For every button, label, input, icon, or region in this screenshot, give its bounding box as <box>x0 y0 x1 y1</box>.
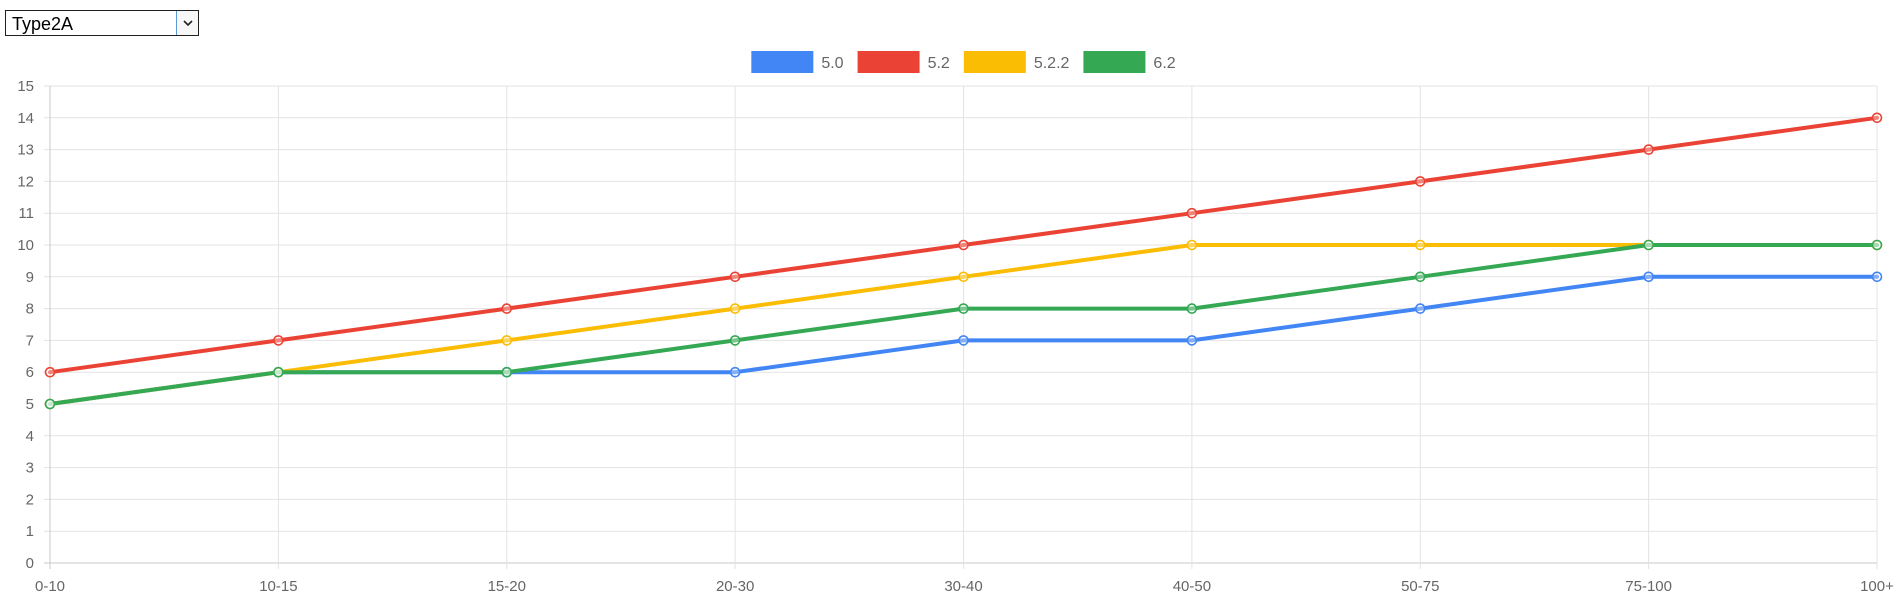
legend-swatch[interactable] <box>857 51 920 73</box>
series-line-5-2 <box>48 115 1879 375</box>
series-line-6-2 <box>48 243 1879 406</box>
data-point[interactable] <box>44 366 56 378</box>
data-point[interactable] <box>958 239 969 251</box>
data-point[interactable] <box>1414 271 1426 283</box>
legend-swatch[interactable] <box>1083 51 1146 73</box>
data-point[interactable] <box>273 335 284 346</box>
x-tick-label: 20-30 <box>716 578 754 595</box>
y-tick-label: 6 <box>26 364 34 381</box>
y-tick-label: 15 <box>17 78 34 95</box>
legend-label[interactable]: 5.2 <box>928 55 950 72</box>
x-tick-label: 50-75 <box>1401 578 1439 595</box>
type-select-value: Type2A <box>12 14 74 34</box>
data-point[interactable] <box>729 335 741 346</box>
y-tick-label: 4 <box>26 428 34 445</box>
data-point[interactable] <box>729 271 741 283</box>
y-tick-label: 1 <box>26 523 34 540</box>
x-tick-label: 10-15 <box>259 578 297 595</box>
data-point[interactable] <box>958 271 969 283</box>
x-tick-label: 30-40 <box>944 578 982 595</box>
data-point[interactable] <box>1414 239 1426 251</box>
x-tick-label: 75-100 <box>1625 578 1672 595</box>
y-tick-label: 8 <box>26 301 34 318</box>
data-point[interactable] <box>1643 144 1654 155</box>
series-line-5-2-2 <box>48 243 1879 406</box>
x-tick-label: 100+ <box>1860 578 1894 595</box>
data-point[interactable] <box>958 335 969 346</box>
chevron-down-icon[interactable] <box>176 11 198 35</box>
y-tick-label: 7 <box>26 332 34 349</box>
legend-swatch[interactable] <box>963 51 1026 73</box>
data-point[interactable] <box>1414 176 1426 187</box>
data-point[interactable] <box>1186 303 1198 314</box>
type-select[interactable]: Type2A <box>5 10 199 36</box>
chart-series <box>44 112 1883 410</box>
data-point[interactable] <box>1186 335 1198 346</box>
y-tick-label: 5 <box>26 396 34 413</box>
data-point[interactable] <box>1871 112 1883 124</box>
data-point[interactable] <box>958 303 969 314</box>
data-point[interactable] <box>501 303 513 314</box>
y-tick-label: 14 <box>17 110 34 127</box>
data-point[interactable] <box>1186 239 1198 251</box>
y-tick-label: 10 <box>17 237 34 254</box>
data-point[interactable] <box>501 366 513 378</box>
chart-legend: 5.0 5.2 5.2.2 6.2 <box>751 51 1176 73</box>
data-point[interactable] <box>501 335 513 346</box>
y-tick-label: 0 <box>26 555 34 572</box>
data-point[interactable] <box>1871 271 1883 283</box>
y-tick-label: 12 <box>17 173 34 190</box>
data-point[interactable] <box>44 398 56 410</box>
data-point[interactable] <box>1414 303 1426 314</box>
data-point[interactable] <box>1643 239 1654 251</box>
y-tick-label: 3 <box>26 460 34 477</box>
data-point[interactable] <box>1643 271 1654 283</box>
legend-label[interactable]: 5.2.2 <box>1034 55 1070 72</box>
data-point[interactable] <box>729 366 741 378</box>
x-tick-label: 15-20 <box>488 578 526 595</box>
legend-label[interactable]: 5.0 <box>821 55 843 72</box>
data-point[interactable] <box>1186 207 1198 219</box>
data-point[interactable] <box>1871 239 1883 251</box>
y-tick-label: 2 <box>26 491 34 508</box>
chart-grid <box>44 85 1878 569</box>
x-tick-label: 0-10 <box>35 578 65 595</box>
y-tick-label: 9 <box>26 269 34 286</box>
legend-label[interactable]: 6.2 <box>1153 55 1175 72</box>
y-tick-label: 13 <box>17 142 34 159</box>
legend-swatch[interactable] <box>751 51 814 73</box>
data-point[interactable] <box>729 303 741 314</box>
y-tick-label: 11 <box>18 205 34 222</box>
x-tick-label: 40-50 <box>1173 578 1211 595</box>
data-point[interactable] <box>273 366 284 378</box>
